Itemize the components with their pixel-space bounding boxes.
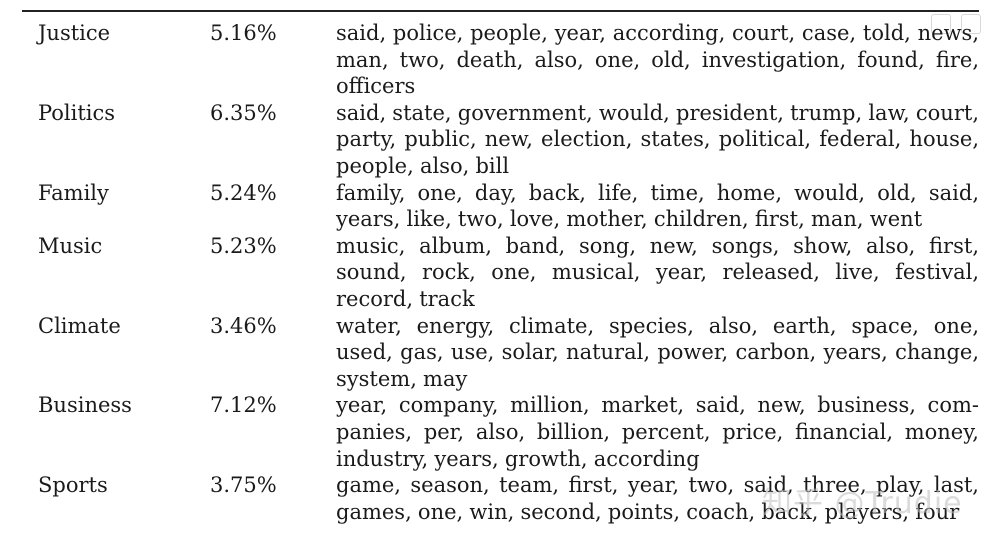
corner-overlay-icons <box>931 14 981 34</box>
overlay-square-icon <box>931 14 951 34</box>
overlay-square-icon <box>961 14 981 34</box>
table-row: Music 5.23% music, album, band, song, new,… <box>22 233 979 313</box>
topic-name: Sports <box>38 473 108 498</box>
topic-top-words: said, state, government, would, presiden… <box>336 100 979 178</box>
topic-name: Family <box>38 180 109 205</box>
topic-top-words: said, police, people, year, according, c… <box>336 21 979 99</box>
topic-top-words: year, company, million, market, said, ne… <box>336 393 979 471</box>
topic-share: 3.46% <box>210 313 277 338</box>
topic-top-words: water, energy, climate, species, also, e… <box>336 313 979 391</box>
table-row: Justice 5.16% said, police, people, year, … <box>22 20 979 100</box>
topic-name: Music <box>38 233 103 258</box>
topic-top-words: music, album, band, song, new, songs, sh… <box>336 233 979 311</box>
topic-top-words: game, season, team, first, year, two, sa… <box>336 473 979 524</box>
topic-name: Business <box>38 393 132 418</box>
topic-table-body: Justice 5.16% said, police, people, year, … <box>22 20 979 525</box>
topic-name: Climate <box>38 313 121 338</box>
topic-top-words: family, one, day, back, life, time, home… <box>336 180 979 232</box>
table-row: Climate 3.46% water, energy, climate, spec… <box>22 313 979 393</box>
topic-share: 7.12% <box>210 393 277 418</box>
topic-name: Politics <box>38 100 116 125</box>
topic-table: Justice 5.16% said, police, people, year, … <box>22 20 979 525</box>
topic-share: 5.23% <box>210 233 277 258</box>
table-top-rule <box>22 10 979 12</box>
topic-share: 5.24% <box>210 180 277 205</box>
topic-share: 5.16% <box>210 21 277 45</box>
table-row: Sports 3.75% game, season, team, first, ye… <box>22 472 979 525</box>
topic-share: 6.35% <box>210 100 277 125</box>
topic-share: 3.75% <box>210 473 277 498</box>
table-row: Politics 6.35% said, state, government, wo… <box>22 100 979 180</box>
table-row: Family 5.24% family, one, day, back, life,… <box>22 180 979 233</box>
table-row: Business 7.12% year, company, million, mar… <box>22 392 979 472</box>
topic-name: Justice <box>38 21 111 45</box>
